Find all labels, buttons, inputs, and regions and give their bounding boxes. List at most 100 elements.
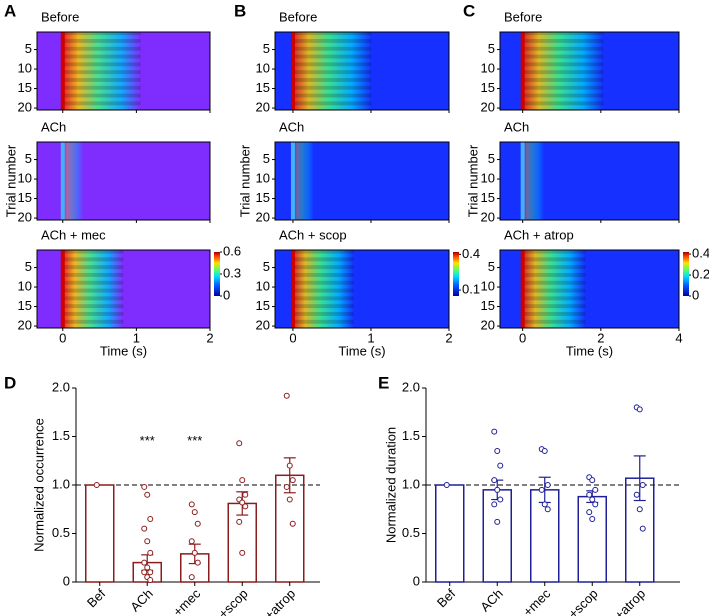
stimulus-band (290, 250, 295, 328)
x-axis-label: Time (s) (100, 343, 147, 358)
panel-letter: D (4, 373, 16, 392)
x-tick-label: Bef (434, 586, 459, 611)
data-point (639, 525, 646, 532)
x-tick-label: 0 (59, 330, 66, 345)
heatmap-frame (499, 249, 680, 329)
stimulus-band (60, 32, 65, 110)
data-point (636, 406, 643, 413)
data-point (286, 462, 293, 469)
y-tick-label: 20 (18, 317, 32, 332)
y-tick-label: 15 (256, 190, 270, 205)
y-tick-label: 20 (18, 99, 32, 114)
y-axis-label: Trial number (465, 144, 480, 217)
y-tick-label: 1.5 (402, 428, 420, 443)
y-tick-label: 2.0 (402, 379, 420, 394)
y-tick-label: 15 (18, 298, 32, 313)
data-point (188, 538, 195, 545)
bar (435, 484, 465, 583)
stimulus-band (520, 32, 525, 110)
x-tick-label: +mec (170, 586, 204, 616)
y-tick-label: 10 (256, 170, 270, 185)
panel-letter: B (234, 1, 246, 20)
colorbar-tick-label: 0.4 (462, 246, 480, 261)
y-tick-label: 5 (25, 151, 32, 166)
heatmap-rows (522, 250, 586, 328)
y-tick-label: 1.5 (52, 428, 70, 443)
y-tick-label: 1.0 (402, 476, 420, 491)
y-tick-label: 5 (488, 259, 495, 274)
stimulus-band (290, 142, 295, 220)
x-tick-label: +scop (565, 586, 600, 616)
y-tick-label: 10 (481, 170, 495, 185)
x-tick-label: +atrop (261, 586, 298, 616)
y-tick-label: 0 (413, 573, 420, 588)
x-tick-label: 1 (367, 330, 374, 345)
heatmap-rows (292, 32, 372, 110)
stimulus-band (520, 250, 525, 328)
bar (577, 495, 607, 583)
y-tick-label: 15 (256, 298, 270, 313)
panel-title: ACh + atrop (504, 227, 574, 242)
y-tick-label: 20 (18, 209, 32, 224)
data-point (491, 477, 498, 484)
data-point (236, 518, 243, 525)
data-point (188, 574, 195, 581)
panel-title: Before (41, 9, 79, 24)
y-tick-label: 5 (488, 151, 495, 166)
y-tick-label: 1.0 (52, 476, 70, 491)
y-tick-label: 10 (481, 60, 495, 75)
y-tick-label: 20 (481, 99, 495, 114)
heatmap-activity (62, 142, 84, 220)
x-axis-label: Time (s) (338, 343, 385, 358)
x-axis-label: Time (s) (566, 343, 613, 358)
data-point (242, 503, 249, 510)
data-point (589, 477, 596, 484)
data-point (141, 569, 148, 576)
heatmap-rows (62, 32, 141, 110)
heatmap-frame (274, 249, 450, 329)
y-tick-label: 20 (256, 317, 270, 332)
bar (85, 484, 115, 583)
data-point (93, 482, 100, 488)
heatmap-frame (274, 31, 450, 111)
y-tick-label: 0.5 (52, 525, 70, 540)
stimulus-band (290, 32, 295, 110)
data-point (283, 483, 290, 490)
data-point (497, 462, 504, 469)
y-tick-label: 10 (18, 278, 32, 293)
y-tick-label: 0 (63, 573, 70, 588)
y-tick-label: 5 (25, 41, 32, 56)
data-point (239, 477, 246, 484)
y-tick-label: 5 (263, 259, 270, 274)
stimulus-band (520, 142, 525, 220)
heatmap-frame (36, 31, 211, 111)
data-point (147, 577, 154, 584)
x-tick-label: +scop (215, 586, 250, 616)
y-axis-label: Trial number (237, 144, 252, 217)
data-point (141, 525, 148, 532)
x-tick-label: 2 (445, 330, 452, 345)
x-tick-label: ACh (127, 586, 155, 614)
y-tick-label: 0.5 (402, 525, 420, 540)
data-point (544, 506, 551, 513)
data-point (443, 482, 450, 488)
y-tick-label: 5 (263, 151, 270, 166)
data-point (494, 486, 501, 493)
y-tick-label: 2.0 (52, 379, 70, 394)
y-tick-label: 15 (481, 80, 495, 95)
colorbar (453, 252, 459, 296)
data-point (538, 486, 545, 493)
data-point (188, 501, 195, 508)
x-tick-label: Bef (84, 586, 109, 611)
heatmap-frame (499, 141, 680, 221)
y-tick-label: 5 (263, 41, 270, 56)
x-tick-label: +mec (520, 586, 554, 616)
data-point (586, 509, 593, 516)
x-tick-label: 0 (519, 330, 526, 345)
stimulus-band (60, 142, 65, 220)
y-tick-label: 10 (18, 170, 32, 185)
y-tick-label: 20 (256, 209, 270, 224)
data-point (589, 496, 596, 503)
colorbar (683, 252, 689, 296)
